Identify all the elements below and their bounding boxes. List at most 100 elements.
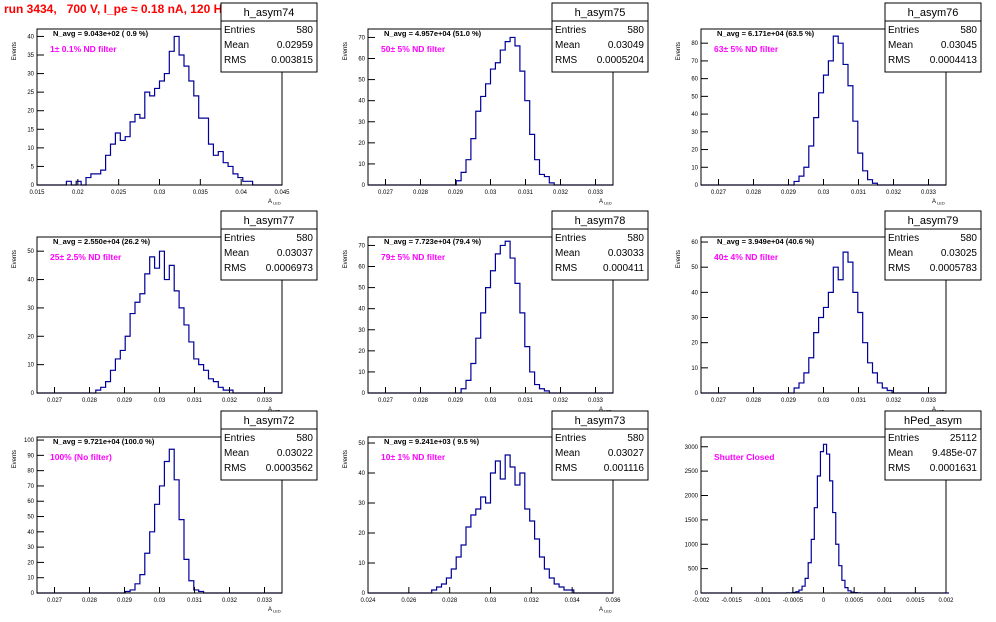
stats-value: 580 [960, 233, 977, 244]
y-tick-label: 50 [27, 249, 34, 255]
stats-value: 0.03027 [608, 448, 645, 459]
y-tick-label: 40 [27, 278, 34, 284]
x-tick-label: 0.03 [154, 398, 166, 404]
y-tick-label: 20 [27, 109, 34, 115]
avg-label: N_avg = 9.721e+04 (100.0 %) [53, 437, 155, 446]
avg-label: N_avg = 6.171e+04 (63.5 %) [717, 29, 815, 38]
stats-value: 0.0003562 [266, 463, 314, 474]
stats-key: RMS [224, 55, 247, 66]
x-tick-label: 0.03 [485, 398, 497, 404]
stats-key: RMS [888, 463, 911, 474]
avg-label: N_avg = 2.550e+04 (26.2 %) [53, 237, 151, 246]
stats-box-frame [884, 410, 982, 481]
stats-value: 580 [960, 25, 977, 36]
y-axis-label: Events [343, 250, 349, 268]
x-tick-label: 0.033 [921, 190, 937, 196]
x-tick-label: -0.0005 [783, 598, 804, 604]
y-tick-label: 500 [688, 567, 699, 573]
x-tick-label: 0.033 [588, 190, 604, 196]
x-tick-label: 0.026 [401, 598, 417, 604]
y-axis-label: Events [676, 250, 682, 268]
stats-box-title: h_asym73 [575, 415, 626, 427]
x-tick-label: 0.027 [378, 398, 394, 404]
y-tick-label: 10 [27, 363, 34, 369]
stats-box-frame [551, 410, 649, 481]
y-tick-label: 0 [695, 183, 699, 189]
histogram-panel-h_asym73: 0.024 0.026 0.028 0.03 0.032 0.034 0.036 0 10 20 3… [343, 410, 649, 614]
stats-value: 0.03037 [277, 248, 314, 259]
y-tick-label: 10 [358, 561, 365, 567]
x-tick-label: 0.027 [47, 398, 63, 404]
y-tick-label: 5 [31, 164, 35, 170]
stats-key: RMS [555, 55, 578, 66]
y-tick-label: 60 [358, 265, 365, 271]
y-tick-label: 40 [27, 530, 34, 536]
histogram-panel-hPed_asym: -0.002 -0.0015 -0.001 -0.0005 0 0.0005 0.001 0.… [685, 410, 982, 604]
stats-box: h_asym78 Entries 580 Mean 0.03033 RMS 0.000411 [551, 210, 649, 281]
y-tick-label: 40 [691, 290, 698, 296]
y-tick-label: 20 [27, 560, 34, 566]
histogram-series [37, 35, 282, 186]
x-tick-label: 0.02 [72, 190, 84, 196]
y-tick-label: 40 [358, 99, 365, 105]
stats-box-title: h_asym72 [244, 415, 295, 427]
x-tick-label: 0.027 [711, 190, 727, 196]
stats-box-title: h_asym76 [908, 7, 959, 19]
stats-box: h_asym76 Entries 580 Mean 0.03045 RMS 0.000441… [884, 2, 982, 73]
y-tick-label: 70 [27, 484, 34, 490]
x-tick-label: 0.03 [818, 398, 830, 404]
y-axis-label: Events [343, 450, 349, 468]
y-tick-label: 3000 [685, 445, 699, 451]
x-axis-label: ALED [268, 199, 281, 206]
x-tick-label: 0.028 [413, 190, 429, 196]
avg-label: N_avg = 7.723e+04 (79.4 %) [384, 237, 482, 246]
x-tick-label: 0.034 [565, 598, 581, 604]
y-tick-label: 50 [27, 515, 34, 521]
y-tick-label: 60 [691, 240, 698, 246]
x-tick-label: 0.029 [448, 190, 464, 196]
x-tick-label: 0.028 [442, 598, 458, 604]
x-tick-label: 0.033 [257, 598, 273, 604]
stats-value: 580 [296, 433, 313, 444]
x-tick-label: 0.03 [154, 190, 166, 196]
stats-key: Entries [555, 25, 586, 36]
stats-box: h_asym79 Entries 580 Mean 0.03025 RMS 0.000578… [884, 210, 982, 281]
y-tick-label: 0 [695, 591, 699, 597]
y-axis-label: Events [12, 450, 18, 468]
histogram-panel-h_asym78: 0.027 0.028 0.029 0.03 0.031 0.032 0.033 0 10 20 3… [343, 210, 649, 414]
y-tick-label: 20 [691, 341, 698, 347]
x-tick-label: 0.032 [524, 598, 540, 604]
stats-box-title: h_asym77 [244, 215, 295, 227]
filter-label: 100% (No filter) [50, 452, 112, 462]
x-tick-label: 0.032 [553, 398, 569, 404]
y-axis-label: Events [676, 42, 682, 60]
stats-value: 580 [296, 233, 313, 244]
y-tick-label: 20 [358, 531, 365, 537]
y-tick-label: 30 [691, 316, 698, 322]
x-tick-label: 0.032 [222, 398, 238, 404]
x-tick-label: 0.031 [187, 398, 203, 404]
stats-box-frame [551, 210, 649, 281]
stats-key: Entries [224, 25, 255, 36]
y-tick-label: 70 [358, 243, 365, 249]
stats-box-title: hPed_asym [904, 415, 962, 427]
stats-value: 0.000411 [603, 263, 644, 274]
y-tick-label: 25 [27, 90, 34, 96]
y-tick-label: 60 [27, 499, 34, 505]
y-tick-label: 70 [691, 59, 698, 65]
filter-label: 1± 0.1% ND filter [50, 44, 117, 54]
stats-key: RMS [555, 463, 578, 474]
stats-key: Entries [888, 233, 919, 244]
histogram-panel-h_asym74: 0.015 0.02 0.025 0.03 0.035 0.04 0.045 0 5 10 15 20… [12, 2, 318, 206]
stats-box-frame [884, 210, 982, 281]
y-tick-label: 0 [362, 183, 366, 189]
avg-label: N_avg = 4.957e+04 (51.0 %) [384, 29, 482, 38]
y-axis-label: Events [12, 42, 18, 60]
y-tick-label: 50 [358, 78, 365, 84]
stats-value: 580 [627, 25, 644, 36]
x-tick-label: 0.028 [746, 398, 762, 404]
stats-value: 0.001116 [604, 463, 645, 474]
x-tick-label: 0.032 [222, 598, 238, 604]
stats-box-frame [220, 210, 318, 281]
y-tick-label: 30 [27, 72, 34, 78]
